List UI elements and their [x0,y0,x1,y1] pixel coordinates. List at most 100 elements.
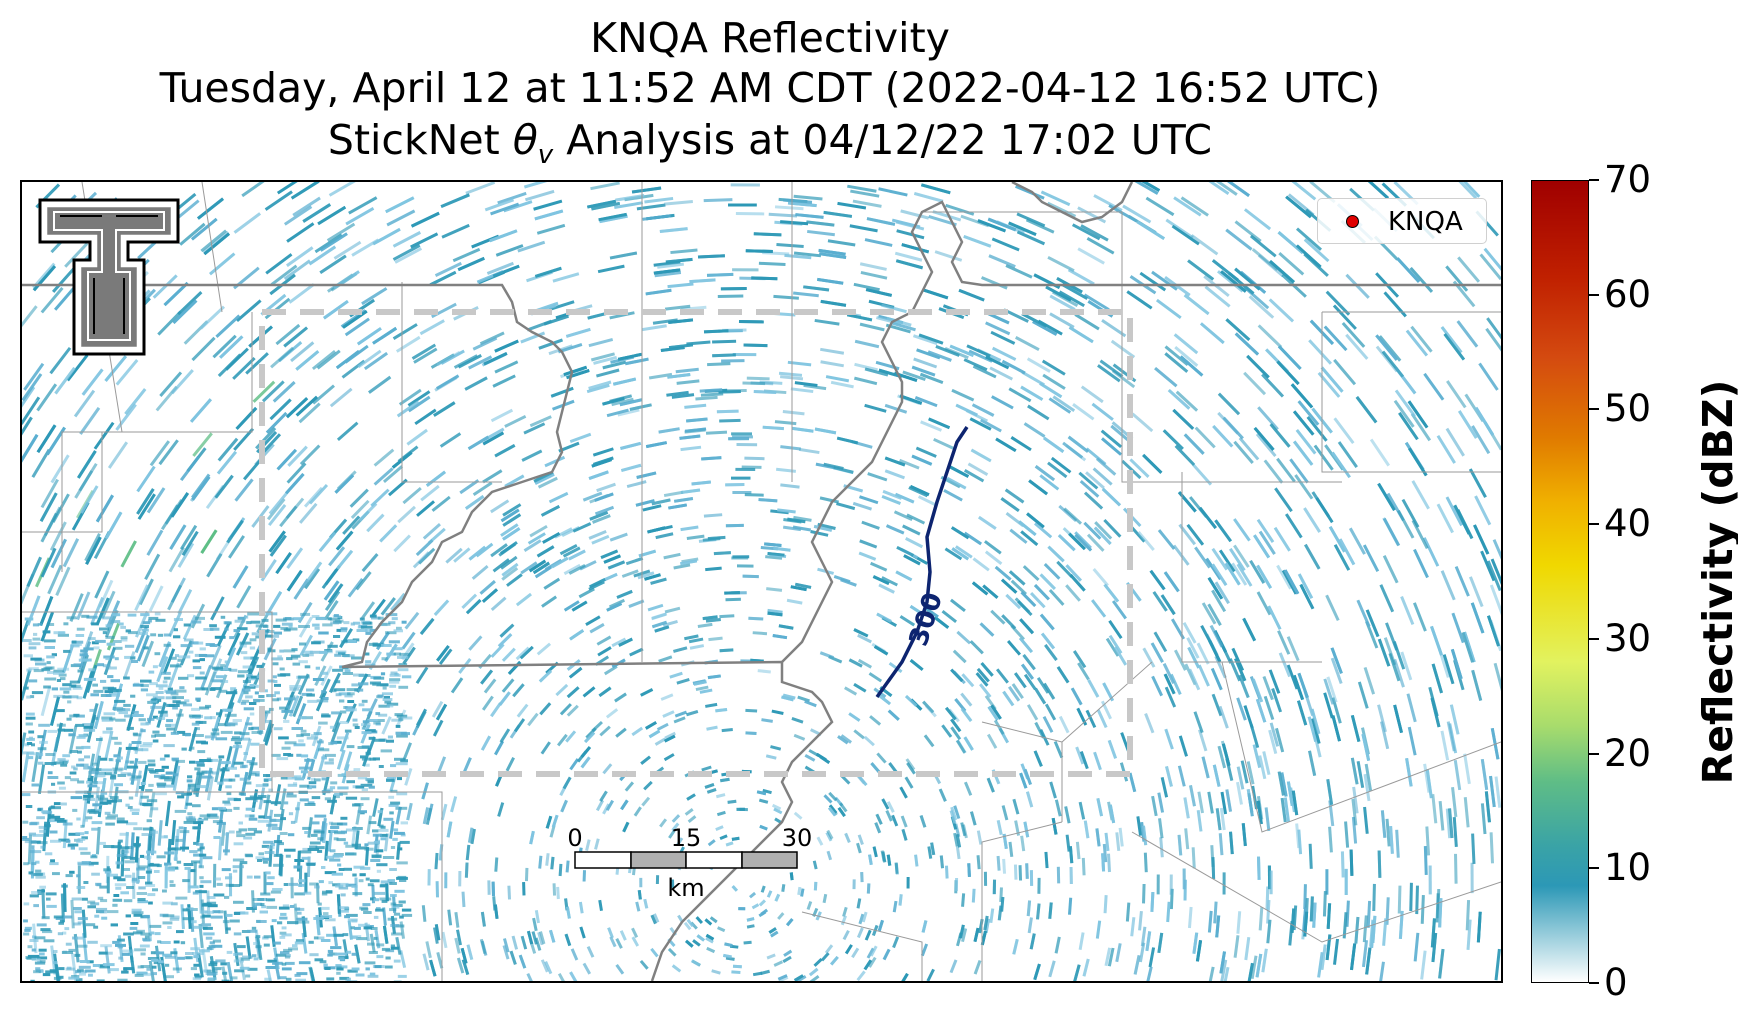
radar-gate [192,659,200,663]
radar-gate [249,762,258,766]
radar-gate [1490,558,1501,590]
radar-gate [25,716,36,720]
radar-gate [950,526,970,540]
radar-gate [686,918,695,928]
radar-gate [655,875,660,885]
radar-gate [311,725,322,747]
radar-gate [823,210,853,218]
radar-gate [368,736,375,740]
radar-gate [793,291,819,298]
radar-gate [326,933,336,937]
radar-gate [126,822,138,826]
radar-gate [614,201,644,209]
radar-gate [283,205,313,226]
radar-gate [381,899,388,903]
radar-gate [25,722,33,726]
radar-gate [265,720,272,723]
radar-gate [231,744,240,768]
radar-gate [738,907,746,911]
radar-gate [263,815,272,819]
radar-gate [558,863,563,877]
radar-gate [1289,182,1317,201]
radar-gate [828,804,838,814]
radar-gate [58,786,66,790]
radar-gate [1296,700,1308,726]
radar-gate [131,660,139,663]
radar-gate [87,637,96,641]
radar-gate [1160,594,1176,616]
radar-gate [559,703,572,716]
radar-gate [803,285,830,292]
radar-gate [1395,829,1400,858]
radar-gate [519,645,534,660]
radar-gate [538,669,553,683]
radar-gate [527,532,546,545]
radar-gate [1105,637,1120,657]
radar-gate [1413,548,1429,579]
radar-gate [339,721,349,724]
radar-gate [712,339,737,344]
radar-gate [784,253,812,260]
radar-gate [1194,426,1216,449]
radar-gate [394,889,405,893]
radar-gate [743,940,752,945]
radar-gate [354,926,361,930]
radar-gate [302,716,313,720]
radar-gate [629,647,644,657]
radar-gate [653,268,681,275]
radar-gate [1463,753,1471,785]
radar-gate [1199,322,1225,345]
radar-gate [1410,412,1432,442]
radar-gate [826,850,833,861]
radar-gate [162,648,176,675]
radar-gate [1065,564,1082,582]
radar-gate [344,669,351,673]
radar-gate [1121,459,1142,480]
radar-gate [25,712,35,716]
radar-gate [1333,938,1340,965]
radar-gate [1420,950,1427,980]
radar-gate [93,786,100,815]
radar-gate [389,678,401,682]
radar-gate [31,948,36,952]
radar-gate [1248,295,1275,319]
radar-gate [380,825,386,829]
radar-gate [427,869,431,886]
radar-gate [465,495,485,510]
radar-gate [1110,424,1132,444]
radar-gate [1489,775,1496,808]
radar-gate [492,558,510,573]
radar-gate [214,758,223,783]
radar-gate [920,183,951,195]
radar-gate [312,623,320,627]
radar-gate [264,723,274,746]
radar-gate [1263,459,1284,484]
radar-gate [705,933,715,941]
radar-gate [842,929,850,941]
radar-gate [660,693,674,701]
radar-gate [1217,745,1227,769]
radar-gate [970,448,992,463]
radar-gate [857,775,868,787]
radar-gate [490,596,507,611]
radar-gate [131,812,140,815]
radar-gate [1192,463,1213,486]
radar-gate [578,901,584,914]
radar-gate [534,209,564,221]
radar-gate [1033,584,1050,601]
radar-gate [591,201,621,211]
radar-gate [110,776,117,780]
radar-gate [1428,865,1432,895]
radar-gate [31,752,40,783]
radar-gate [385,196,415,214]
radar-gate [299,502,318,524]
radar-gate [1456,182,1481,198]
radar-gate [281,962,287,966]
radar-gate [550,386,574,398]
radar-gate [225,913,233,917]
radar-gate [190,947,200,951]
radar-gate [395,806,408,810]
radar-gate [211,728,219,732]
radar-gate [983,871,988,886]
radar-gate [914,854,919,867]
